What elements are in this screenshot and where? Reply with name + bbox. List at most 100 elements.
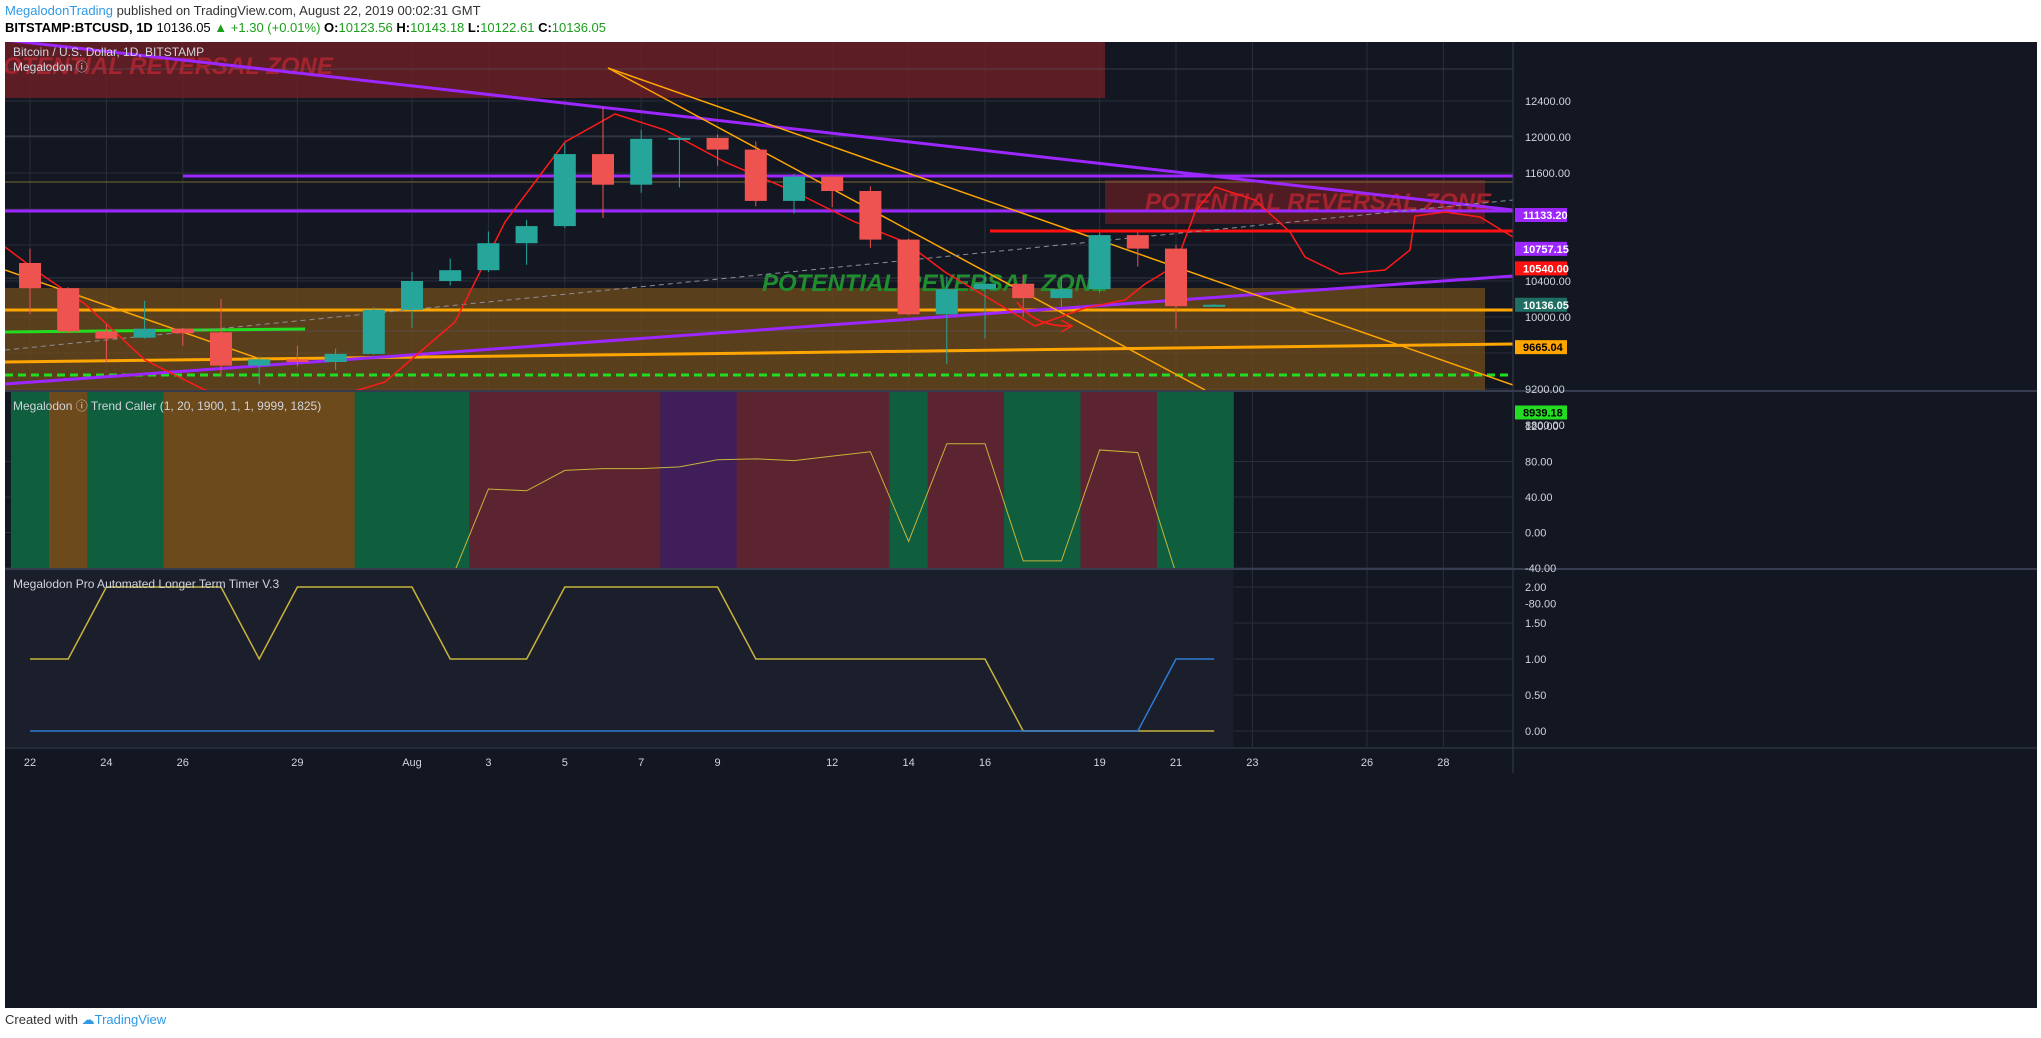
purple-trend-up xyxy=(5,274,1514,386)
candle[interactable] xyxy=(57,287,80,334)
candle-body xyxy=(592,154,614,185)
price-label-text: 10757.15 xyxy=(1523,244,1569,256)
date-tick-label: 28 xyxy=(1437,757,1449,769)
candle[interactable] xyxy=(248,356,271,385)
timer-tick-label: 1.50 xyxy=(1525,618,1546,630)
trend-tick-label: -40.00 xyxy=(1525,563,1556,575)
candle[interactable] xyxy=(1126,232,1149,267)
candle-body xyxy=(783,176,805,201)
timer-tick-label: 1.00 xyxy=(1525,654,1546,666)
candle[interactable] xyxy=(515,219,538,265)
price-label-text: 10136.05 xyxy=(1523,300,1569,312)
main-indicator-label: Megalodon ⓘ xyxy=(13,60,88,74)
trend-zone xyxy=(965,392,1005,568)
trend-zone xyxy=(889,392,929,568)
price-tick-label: 12400.00 xyxy=(1525,96,1571,108)
candle[interactable] xyxy=(630,129,653,193)
date-tick-label: 16 xyxy=(979,757,991,769)
candle[interactable] xyxy=(439,258,462,286)
trend-caller-pane[interactable] xyxy=(10,392,1234,588)
candle[interactable] xyxy=(1050,276,1073,308)
trend-zone xyxy=(87,392,126,568)
tradingview-link[interactable]: TradingView xyxy=(94,1012,167,1027)
price-label-box xyxy=(1515,405,1567,420)
candle[interactable] xyxy=(744,141,767,207)
candle-body xyxy=(439,270,462,281)
publish-info: MegalodonTrading published on TradingVie… xyxy=(5,3,481,18)
trend-tick-label: 40.00 xyxy=(1525,492,1553,504)
candle[interactable] xyxy=(783,173,805,214)
reversal-zone-right xyxy=(1105,180,1485,224)
timer-tick-label: 0.50 xyxy=(1525,690,1546,702)
timer-tick-label: 0.00 xyxy=(1525,726,1546,738)
candle[interactable] xyxy=(95,324,118,362)
candle[interactable] xyxy=(477,231,500,273)
candle-body xyxy=(1088,235,1111,290)
author-link[interactable]: MegalodonTrading xyxy=(5,3,113,18)
trend-zone xyxy=(1004,392,1043,568)
trend-zone xyxy=(125,392,165,568)
candle[interactable] xyxy=(362,307,385,355)
orange-trend-line xyxy=(5,342,1514,364)
candle[interactable] xyxy=(324,348,347,371)
date-tick-label: 3 xyxy=(485,757,491,769)
candle[interactable] xyxy=(1165,245,1187,329)
candle[interactable] xyxy=(286,345,309,367)
candle[interactable] xyxy=(19,248,41,315)
candle-body xyxy=(95,331,118,339)
candle[interactable] xyxy=(171,327,194,346)
price-tick-label: 10400.00 xyxy=(1525,276,1571,288)
candle-body xyxy=(133,328,156,338)
candle[interactable] xyxy=(935,276,958,364)
candle[interactable] xyxy=(897,238,920,316)
candle[interactable] xyxy=(1203,304,1226,307)
purple-trend-down xyxy=(9,42,1514,212)
candle-body xyxy=(362,309,385,354)
candle[interactable] xyxy=(1088,232,1111,293)
price-label-text: 9665.04 xyxy=(1523,342,1564,354)
price-label-box xyxy=(1515,208,1567,223)
date-tick-label: 22 xyxy=(24,757,36,769)
low-value: 10122.61 xyxy=(480,20,535,35)
candle[interactable] xyxy=(859,186,882,248)
trend-zone xyxy=(10,392,50,568)
candle[interactable] xyxy=(974,272,996,339)
candle-body xyxy=(897,239,920,315)
candle[interactable] xyxy=(1012,274,1035,317)
trend-zone xyxy=(1156,392,1196,568)
candle[interactable] xyxy=(401,272,423,328)
candle[interactable] xyxy=(210,299,232,377)
candle[interactable] xyxy=(821,176,844,208)
orange-diagonal xyxy=(607,67,1514,386)
price-tick-label: 9200.00 xyxy=(1525,384,1565,396)
candle-body xyxy=(935,289,958,315)
trend-tick-label: 0.00 xyxy=(1525,528,1546,540)
symbol-label: BITSTAMP:BTCUSD, 1D xyxy=(5,20,153,35)
candle[interactable] xyxy=(133,300,156,339)
timer-shading xyxy=(5,570,1234,747)
price-label-box xyxy=(1515,241,1567,256)
high-label: H: xyxy=(396,20,411,35)
candle[interactable] xyxy=(553,143,576,228)
date-tick-label: 5 xyxy=(562,757,568,769)
date-tick-label: 29 xyxy=(291,757,303,769)
candle-body xyxy=(821,176,844,191)
candle-body xyxy=(401,281,423,310)
candle[interactable] xyxy=(668,137,691,188)
date-tick-label: 19 xyxy=(1093,757,1105,769)
footer: Created with ☁TradingView xyxy=(5,1012,166,1028)
trend-zone xyxy=(1080,392,1120,568)
trend-zone xyxy=(660,392,699,568)
candle[interactable] xyxy=(706,134,729,166)
candle-body xyxy=(553,154,576,227)
timer-pane[interactable] xyxy=(5,570,1234,747)
candle[interactable] xyxy=(592,107,614,218)
arrow-head-icon xyxy=(1060,319,1074,333)
candle-body xyxy=(171,328,194,334)
trend-zone xyxy=(392,392,432,568)
price-tick-label: 8800.00 xyxy=(1525,420,1565,432)
reversal-zone-bottom xyxy=(5,288,1485,390)
trend-caller-title: Megalodon ⓘ Trend Caller (1, 20, 1900, 1… xyxy=(13,399,321,413)
